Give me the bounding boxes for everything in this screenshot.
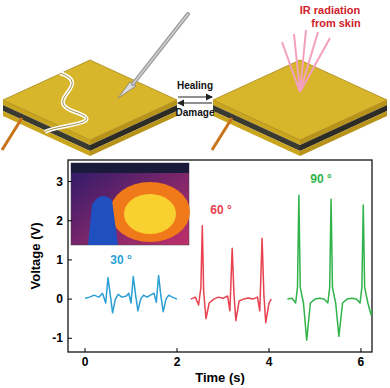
inset-thermal-image: [71, 163, 190, 245]
series-annotation: 90 °: [310, 172, 332, 186]
x-tick: [268, 348, 269, 352]
x-axis-label: Time (s): [195, 370, 245, 385]
x-tick-label: 6: [358, 355, 365, 369]
series-annotation: 30 °: [110, 253, 132, 267]
slab-top: [213, 60, 387, 140]
series-annotation: 60 °: [210, 203, 232, 217]
ir-ray: [294, 34, 300, 92]
plot-frame: [68, 160, 372, 352]
series-line: [287, 195, 372, 340]
y-tick-label: 3: [56, 175, 63, 189]
arrow-heal: [178, 96, 212, 97]
x-tick: [176, 348, 177, 352]
y-tick-label: -1: [52, 331, 63, 345]
slab-top: [3, 60, 177, 140]
scalpel-handle: [133, 14, 188, 84]
y-tick-label: 0: [56, 292, 63, 306]
series-line: [85, 276, 177, 313]
diagram: Healing Damage IR radiationfrom skin: [2, 4, 387, 156]
x-tick-label: 4: [266, 355, 273, 369]
damage-label: Damage: [176, 107, 215, 118]
series-group: [85, 195, 372, 340]
y-tick: [68, 220, 72, 221]
inset-hand-hot: [124, 194, 176, 234]
x-tick-label: 2: [174, 355, 181, 369]
scalpel-highlight: [133, 14, 188, 84]
y-tick-label: 2: [56, 214, 63, 228]
y-tick: [68, 299, 72, 300]
canvas: Healing Damage IR radiationfrom skin 0 2 4 6 -1…: [0, 0, 390, 388]
ir-label: from skin: [311, 17, 361, 29]
arrow-damage: [178, 102, 212, 103]
y-tick: [68, 259, 72, 260]
crack: [45, 73, 87, 132]
crack-edge: [45, 73, 87, 132]
inset-background: [71, 163, 189, 245]
wire: [212, 118, 232, 150]
series-line: [191, 226, 271, 323]
ir-label: IR radiation: [300, 4, 361, 16]
inset-glove: [88, 196, 118, 245]
inset-hand: [110, 182, 190, 242]
x-tick: [85, 348, 86, 352]
x-tick-label: 0: [82, 355, 89, 369]
x-tick: [360, 348, 361, 352]
figure: Healing Damage IR radiationfrom skin 0 2 4 6 -1…: [0, 0, 390, 388]
ir-ray: [300, 38, 330, 92]
chart: 0 2 4 6 -1 0 1 2 3 Time (s) Voltage (V) 30 ° 60 ° 90 …: [28, 160, 375, 385]
inset-header: [71, 163, 189, 173]
y-axis-label: Voltage (V): [28, 223, 43, 290]
healing-label: Healing: [177, 80, 213, 91]
ir-ray: [300, 32, 318, 92]
wire: [2, 118, 22, 150]
y-tick-label: 1: [56, 253, 63, 267]
y-tick: [68, 338, 72, 339]
y-tick: [68, 181, 72, 182]
